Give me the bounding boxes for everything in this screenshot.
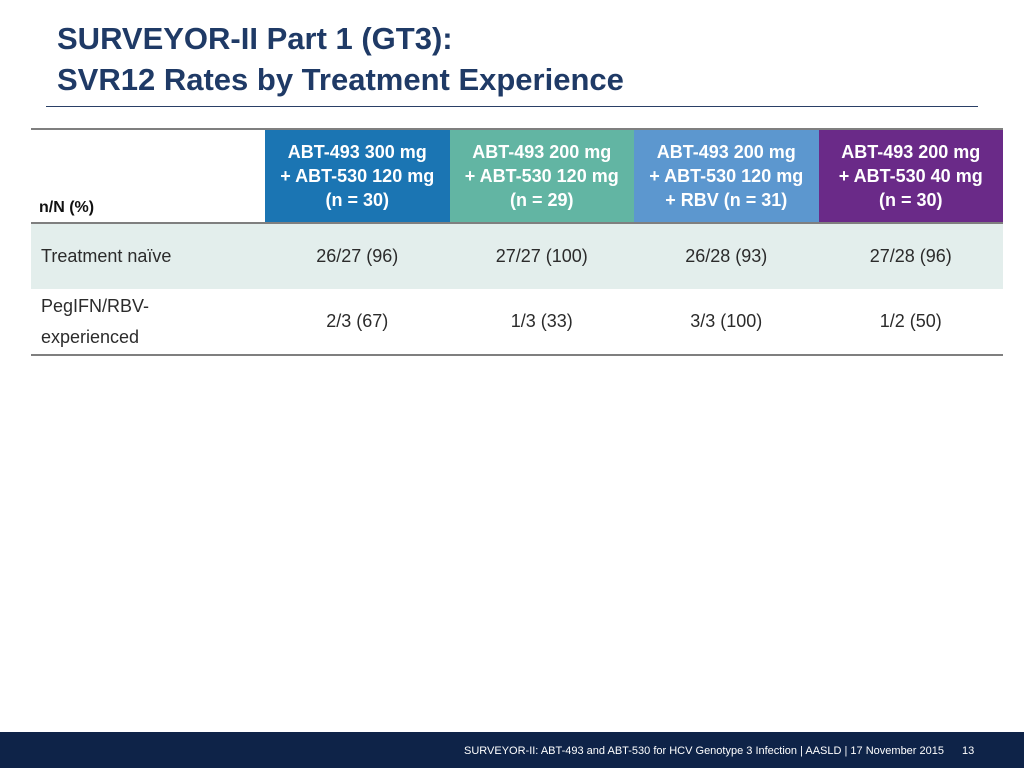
column-header-line: + ABT-530 40 mg — [838, 166, 983, 186]
column-header-line: + RBV (n = 31) — [665, 190, 788, 210]
table-cell: 1/3 (33) — [510, 311, 573, 331]
row-label-line: PegIFN/RBV- — [41, 295, 150, 316]
title-divider — [46, 106, 978, 107]
table-cell: 27/28 (96) — [869, 246, 952, 266]
row-label: PegIFN/RBV- experienced — [31, 289, 265, 355]
svr12-results-table: n/N (%) ABT-493 300 mg + ABT-530 120 mg … — [31, 128, 1003, 356]
column-header-arm-1: ABT-493 300 mg + ABT-530 120 mg (n = 30) — [265, 128, 450, 224]
corner-header: n/N (%) — [31, 128, 265, 224]
column-header-line: ABT-493 200 mg — [841, 142, 981, 162]
table-row-pegifn-rbv-experienced: PegIFN/RBV- experienced 2/3 (67) 1/3 (33… — [31, 289, 1003, 355]
column-header-arm-4: ABT-493 200 mg + ABT-530 40 mg (n = 30) — [818, 128, 1003, 224]
column-header-arm-3: ABT-493 200 mg + ABT-530 120 mg + RBV (n… — [634, 128, 819, 224]
slide-title-line-1: SURVEYOR-II Part 1 (GT3): — [57, 21, 453, 56]
table-row-treatment-naive: Treatment naïve 26/27 (96) 27/27 (100) 2… — [31, 223, 1003, 289]
table-cell: 1/2 (50) — [879, 311, 942, 331]
column-header-line: (n = 29) — [509, 190, 574, 210]
table-cell: 27/27 (100) — [495, 246, 588, 266]
column-header-line: + ABT-530 120 mg — [649, 166, 804, 186]
row-label-line: experienced — [41, 326, 140, 347]
slide-title: SURVEYOR-II Part 1 (GT3): SVR12 Rates by… — [57, 18, 977, 100]
row-label-line: Treatment naïve — [41, 246, 172, 266]
row-label: Treatment naïve — [31, 223, 265, 289]
column-header-line: ABT-493 200 mg — [472, 142, 612, 162]
footer-bar: SURVEYOR-II: ABT-493 and ABT-530 for HCV… — [0, 732, 1024, 768]
page-number: 13 — [962, 745, 975, 757]
table-cell: 26/28 (93) — [685, 246, 768, 266]
table-header-row: n/N (%) ABT-493 300 mg + ABT-530 120 mg … — [31, 128, 1003, 224]
table-cell: 26/27 (96) — [316, 246, 399, 266]
column-header-line: (n = 30) — [325, 190, 390, 210]
column-header-line: ABT-493 200 mg — [656, 142, 796, 162]
column-header-line: + ABT-530 120 mg — [280, 166, 435, 186]
footer-citation: SURVEYOR-II: ABT-493 and ABT-530 for HCV… — [464, 745, 944, 757]
table-cell: 2/3 (67) — [326, 311, 389, 331]
column-header-arm-2: ABT-493 200 mg + ABT-530 120 mg (n = 29) — [449, 128, 634, 224]
column-header-line: (n = 30) — [878, 190, 943, 210]
column-header-line: ABT-493 300 mg — [287, 142, 427, 162]
column-header-line: + ABT-530 120 mg — [464, 166, 619, 186]
table-cell: 3/3 (100) — [690, 311, 763, 331]
slide-title-line-2: SVR12 Rates by Treatment Experience — [57, 62, 624, 97]
